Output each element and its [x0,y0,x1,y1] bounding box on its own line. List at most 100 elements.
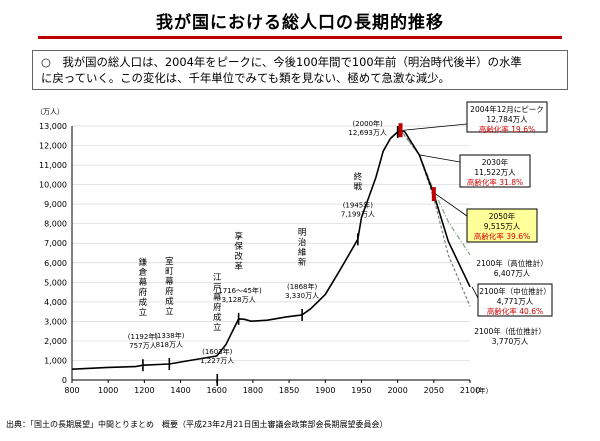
summary-line-2: に戻っていく。この変化は、千年単位でみても類を見ない、極めて急激な減少。 [41,71,450,85]
callout-2050-box [466,208,538,243]
x-tick-label: 1850 [279,386,299,395]
page-title: 我が国における総人口の長期的推移 [156,13,444,33]
x-tick-label: 1400 [170,386,190,395]
y-tick-label: 1,000 [44,356,67,365]
x-tick-label: 1900 [315,386,335,395]
callout-2030-aging-rate: 高齢化率 31.8% [467,177,523,187]
event-label-char: 幕 [139,277,148,288]
y-tick-label: 10,000 [39,181,67,190]
event-label-char: 立 [213,322,222,333]
callout-middle-aging-rate: 高齢化率 40.6% [487,306,543,316]
event-label-char: 戦 [354,181,363,192]
x-tick-label: 800 [64,386,79,395]
x-tick-label: 1000 [98,386,118,395]
callout-2030-line1: 2030年 [482,157,509,167]
event-label-char: 明 [298,228,307,238]
event-label-char: 立 [165,306,174,317]
summary-box: ○ 我が国の総人口は、2004年をピークに、今後100年間で100年前（明治時代… [32,50,568,90]
callout-2030-line2: 11,522万人 [474,168,516,177]
y-tick-label: 5,000 [44,278,67,287]
event-date: (1716～45年) [216,286,262,295]
callout-middle-box [477,283,553,317]
event-date: (1945年) [343,200,374,209]
callout-peak-line2: 12,784万人 [486,115,528,124]
y-tick-label: 13,000 [39,122,67,131]
callout-high-line2: 6,407万人 [494,269,531,278]
event-label-char: 治 [298,237,307,248]
callout-high-line1: 2100年（高位推計） [476,258,548,268]
event-date: (1603年) [202,347,233,356]
source-note: 出典：「国土の長期展望」中間とりまとめ 概要（平成23年2月21日国土審議会政策… [6,420,388,429]
y-tick-label: 2,000 [44,337,67,346]
y-tick-label: 6,000 [44,259,67,268]
callout-low-line1: 2100年（低位推計） [474,326,546,336]
event-value: 757万人 [129,342,156,350]
callout-peak-box [466,101,548,133]
callout-2030-box [459,154,531,188]
callout-peak-aging-rate: 高齢化率 19.6% [479,124,535,134]
data-marker [431,187,436,202]
event-label-char: 終 [354,171,363,182]
event-label-char: 戸 [213,283,222,293]
y-tick-label: 0 [62,376,67,385]
data-marker [398,123,403,138]
event-value: 7,199万人 [341,210,375,218]
event-value: 1,227万人 [200,357,234,365]
callout-middle-line2: 4,771万人 [497,297,534,306]
event-label-char: 立 [139,307,148,318]
event-label-char: 室 [165,256,174,267]
event-label-char: 鎌 [139,257,148,268]
event-date: (1868年) [287,282,318,291]
y-tick-label: 3,000 [44,317,67,326]
y-tick-label: 8,000 [44,220,67,229]
callout-2050-aging-rate: 高齢化率 39.6% [474,231,530,241]
event-value: 3,330万人 [285,292,319,300]
y-tick-label: 11,000 [39,161,67,170]
event-label-char: 成 [165,296,174,307]
x-tick-label: 2000 [387,386,407,395]
event-date: (1192年) [128,332,159,341]
title-underline [38,36,562,39]
event-label-char: 府 [213,302,222,313]
summary-line-1: ○ 我が国の総人口は、2004年をピークに、今後100年間で100年前（明治時代… [41,55,522,69]
x-tick-label: 1950 [351,386,371,395]
event-label-char: 改 [234,251,243,262]
callout-middle-leader [471,286,479,299]
event-date: (2000年) [352,119,383,128]
event-value: 818万人 [156,341,183,349]
callout-2050-leader [435,193,468,217]
x-axis-unit: （年） [472,386,493,395]
x-tick-label: 1200 [134,386,154,395]
event-label-char: 幕 [165,276,174,287]
x-tick-label: 1800 [243,386,263,395]
callout-low-line2: 3,770万人 [492,337,529,346]
y-tick-label: 12,000 [39,142,67,151]
y-tick-label: 7,000 [44,239,67,248]
event-label-char: 府 [165,286,174,297]
event-label-char: 江 [213,273,222,283]
callout-peak-line1: 2004年12月にピーク [470,104,544,114]
event-label-char: 享 [234,231,243,242]
event-label-char: 新 [298,257,307,268]
callout-2050-line1: 2050年 [489,211,516,221]
event-label-char: 成 [213,312,222,323]
event-value: 3,128万人 [222,296,256,304]
callout-2030-leader [419,154,461,163]
event-date: (1338年) [154,331,185,340]
x-tick-label: 1600 [207,386,227,395]
event-label-char: 維 [298,247,307,258]
callout-peak-leader [403,123,468,131]
event-label-char: 成 [139,297,148,308]
event-label-char: 革 [234,261,243,272]
x-tick-label: 2100 [460,386,480,395]
event-label-char: 町 [165,267,174,277]
y-tick-label: 4,000 [44,298,67,307]
x-tick-label: 2050 [424,386,444,395]
callout-2050-line2: 9,515万人 [484,222,521,231]
y-tick-label: 9,000 [44,200,67,209]
event-value: 12,693万人 [348,129,387,137]
y-axis-unit: （万人） [36,108,64,116]
callout-middle-line1: 2100年（中位推計） [479,286,551,296]
event-label-char: 幕 [213,292,222,303]
